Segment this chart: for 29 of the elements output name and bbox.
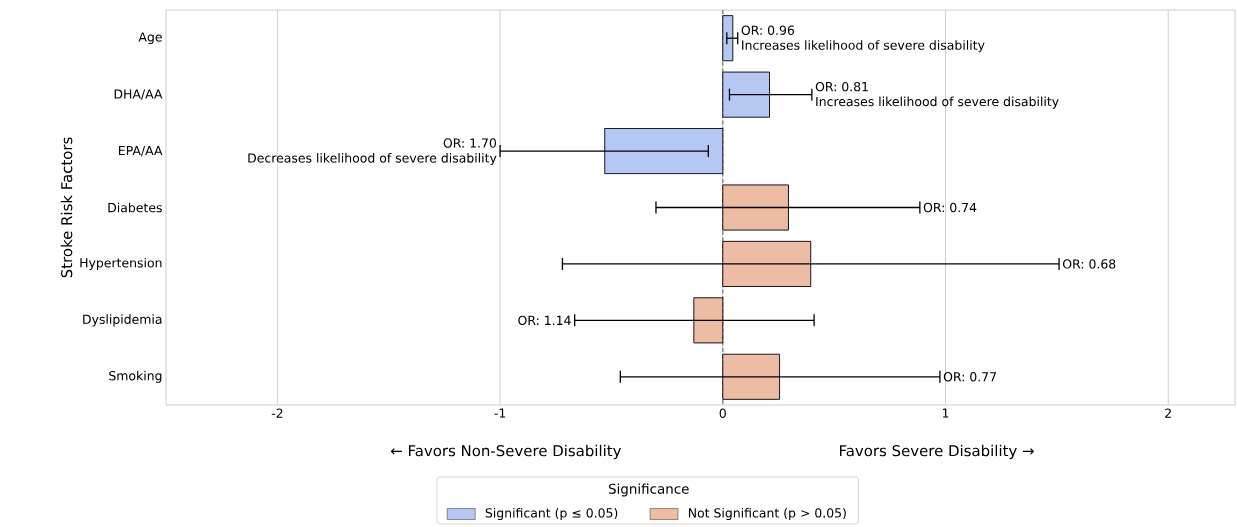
x-tick-label: 0 bbox=[719, 408, 726, 418]
x-tick-label: -1 bbox=[494, 408, 506, 418]
text: Favors Severe Disability → bbox=[839, 444, 1034, 460]
x-tick-label: -2 bbox=[271, 408, 283, 418]
y-axis-title: Stroke Risk Factors bbox=[60, 137, 73, 278]
annotation: Increases likelihood of severe disability bbox=[742, 40, 985, 53]
annotation: OR: 0.74 bbox=[923, 202, 977, 213]
text: ← Favors Non-Severe Disability bbox=[390, 444, 622, 460]
annotation: OR: 0.77 bbox=[943, 372, 996, 382]
annotation: Decreases likelihood of severe disability bbox=[248, 153, 497, 166]
annotation: OR: 0.68 bbox=[1062, 259, 1116, 269]
y-tick-label: Dyslipidemia bbox=[83, 314, 162, 327]
y-tick-label: EPA/AA bbox=[119, 145, 163, 157]
annotation: Increases likelihood of severe disability bbox=[816, 96, 1059, 109]
annotation: OR: 1.14 bbox=[518, 315, 571, 326]
y-tick-label: Hypertension bbox=[80, 257, 162, 270]
annotation: OR: 1.70 bbox=[443, 138, 497, 148]
annotation: OR: 0.96 bbox=[741, 25, 795, 35]
legend-label: Significant (p ≤ 0.05) bbox=[485, 507, 618, 521]
y-tick-label: Diabetes bbox=[108, 202, 162, 213]
legend-title: Significance bbox=[608, 483, 689, 497]
annotation: OR: 0.81 bbox=[815, 81, 868, 92]
y-tick-label: DHA/AA bbox=[114, 89, 163, 100]
x-tick-label: 1 bbox=[942, 408, 949, 418]
y-tick-label: Smoking bbox=[109, 370, 162, 383]
x-tick-label: 2 bbox=[1165, 408, 1171, 418]
legend-label: Not Significant (p > 0.05) bbox=[688, 507, 846, 521]
bar bbox=[722, 15, 734, 62]
y-tick-label: Age bbox=[138, 32, 162, 45]
